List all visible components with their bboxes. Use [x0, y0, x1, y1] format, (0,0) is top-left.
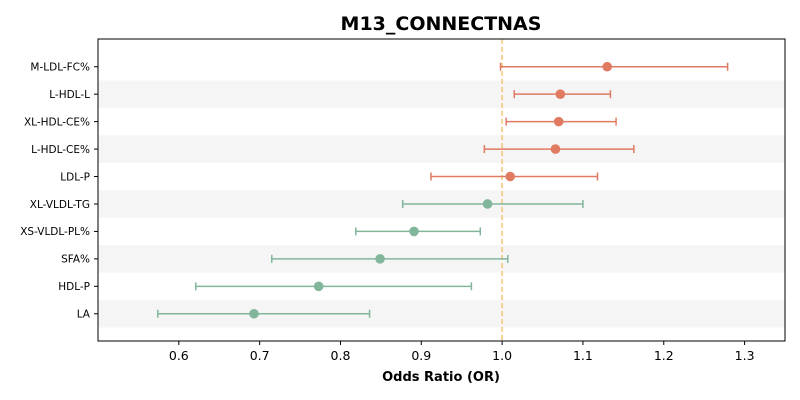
- row-xl-vldl-tg: [401, 199, 584, 209]
- or-point: [249, 308, 259, 319]
- row-xs-vldl-pl-: [355, 226, 482, 237]
- x-tick-label: 0.8: [331, 348, 351, 363]
- or-point: [553, 116, 564, 127]
- x-axis-label: Odds Ratio (OR): [382, 370, 500, 385]
- y-tick-label: XL-VLDL-TG: [30, 199, 90, 211]
- y-tick-label: M-LDL-FC%: [30, 62, 90, 74]
- or-point: [409, 226, 419, 237]
- chart-title: M13_CONNECTNAS: [341, 13, 542, 35]
- x-axis: 0.6 0.7 0.8 0.9 1.0 1.1 1.2 1.3: [169, 341, 755, 363]
- x-tick-label: 1.0: [492, 348, 512, 363]
- or-point: [505, 171, 515, 182]
- y-tick-label: LA: [77, 309, 91, 321]
- row-xl-hdl-ce-: [505, 116, 617, 127]
- y-tick-label: LDL-P: [60, 171, 90, 183]
- y-tick-label: HDL-P: [58, 281, 90, 293]
- series-group: [157, 61, 729, 319]
- row-band: [98, 135, 785, 163]
- y-tick-label: L-HDL-CE%: [31, 144, 90, 156]
- row-ldl-p: [430, 171, 599, 182]
- x-tick-label: 1.2: [654, 348, 674, 363]
- plot-frame: [97, 38, 786, 342]
- row-hdl-p: [195, 281, 473, 292]
- x-tick-label: 0.6: [169, 348, 189, 363]
- row-band: [98, 80, 785, 108]
- or-point: [313, 281, 324, 292]
- or-point: [602, 61, 612, 72]
- x-tick-label: 0.7: [250, 348, 270, 363]
- or-point: [375, 254, 385, 264]
- row-l-hdl-ce-: [483, 144, 635, 154]
- y-tick-label: XS-VLDL-PL%: [20, 226, 90, 238]
- or-point: [482, 199, 493, 209]
- or-point: [555, 89, 566, 99]
- row-la: [157, 308, 371, 319]
- row-m-ldl-fc-: [499, 61, 729, 72]
- y-tick-label: XL-HDL-CE%: [24, 116, 90, 128]
- y-tick-label: SFA%: [61, 254, 90, 266]
- y-tick-label: L-HDL-L: [49, 89, 90, 101]
- y-axis: M-LDL-FC% L-HDL-L XL-HDL-CE% L-HDL-CE% LDL-P…: [20, 62, 98, 321]
- x-tick-label: 1.3: [735, 348, 755, 363]
- row-sfa-: [271, 254, 509, 264]
- x-tick-label: 1.1: [573, 348, 593, 363]
- or-point: [550, 144, 561, 154]
- row-l-hdl-l: [513, 89, 612, 99]
- x-tick-label: 0.9: [411, 348, 431, 363]
